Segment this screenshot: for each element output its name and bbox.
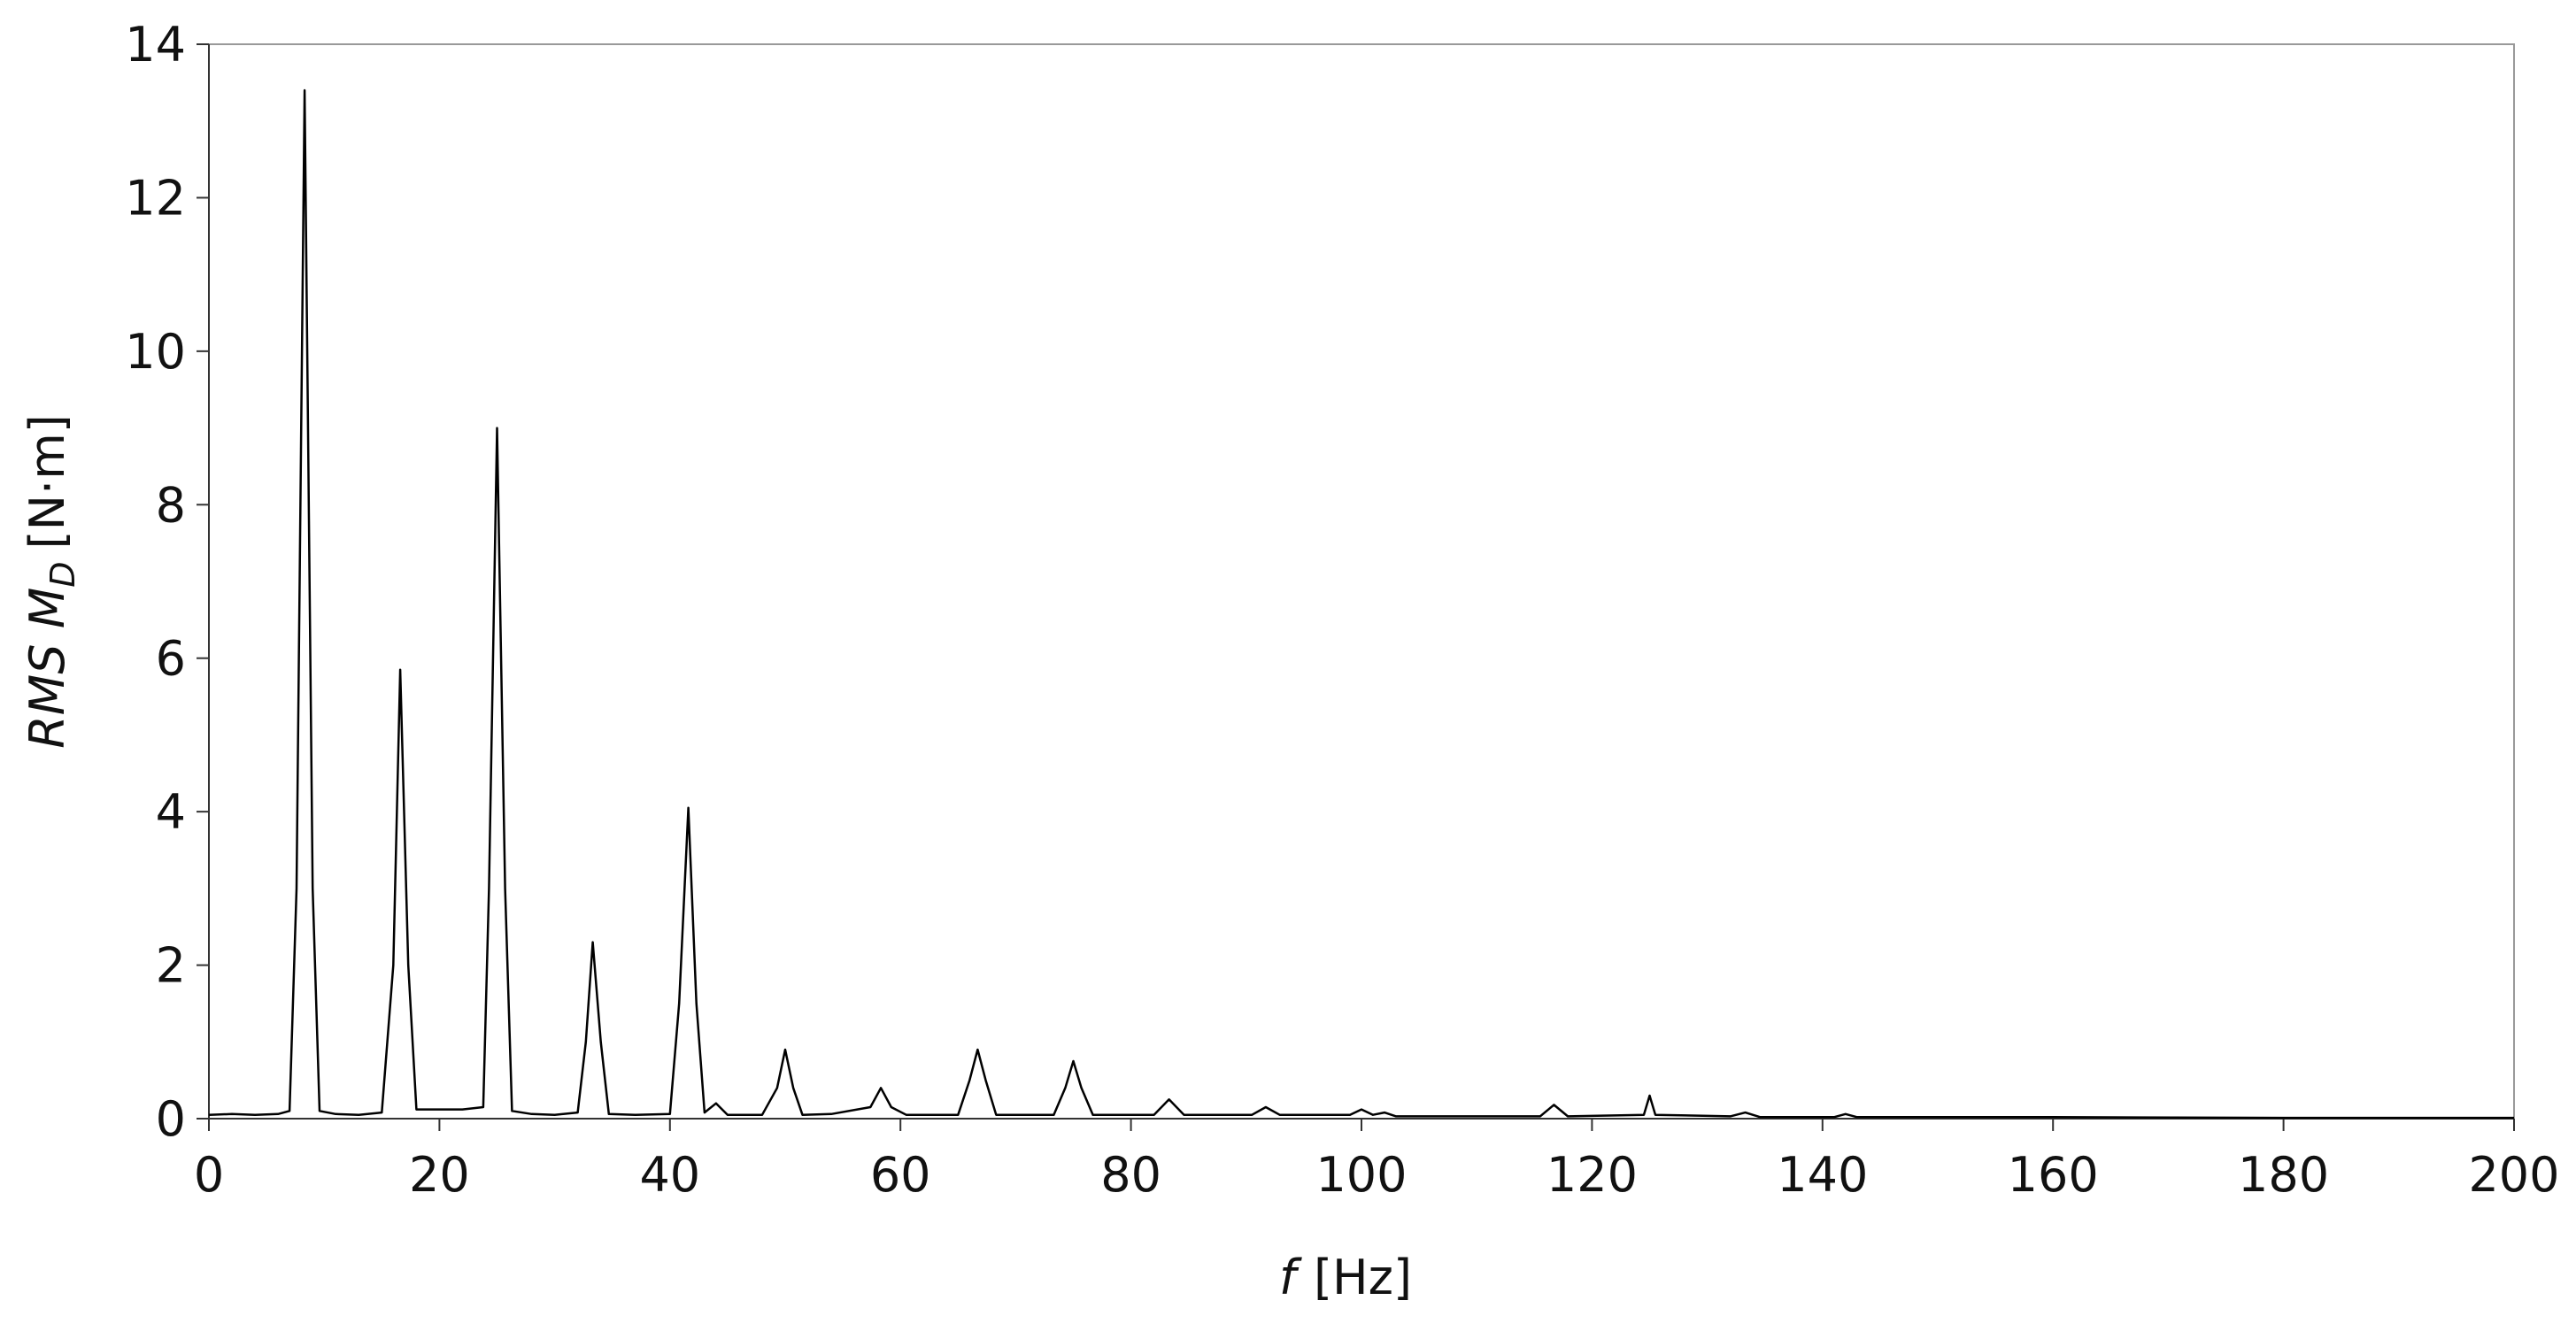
y-tick-label: 14 xyxy=(125,17,186,73)
x-tick-label: 60 xyxy=(870,1147,931,1203)
x-tick-label: 80 xyxy=(1100,1147,1161,1203)
x-axis-label: f [Hz] xyxy=(1279,1250,1412,1305)
y-tick-label: 2 xyxy=(156,938,186,994)
y-axis-label: RMS MD [N·m] xyxy=(19,414,82,749)
x-label-symbol: f xyxy=(1279,1250,1302,1305)
plot-frame xyxy=(208,43,2515,1120)
x-tick-label: 120 xyxy=(1546,1147,1638,1203)
y-tick-label: 6 xyxy=(156,631,186,687)
x-tick-label: 180 xyxy=(2238,1147,2329,1203)
x-tick-label: 160 xyxy=(2008,1147,2099,1203)
x-tick-label: 40 xyxy=(639,1147,700,1203)
y-tick-label: 8 xyxy=(156,477,186,533)
x-tick-label: 100 xyxy=(1315,1147,1407,1203)
y-label-sub: D xyxy=(43,561,82,587)
x-tick-label: 140 xyxy=(1777,1147,1868,1203)
x-tick-label: 20 xyxy=(409,1147,470,1203)
y-label-main: RMS M xyxy=(19,588,75,749)
y-tick-label: 4 xyxy=(156,784,186,840)
spectrum-line xyxy=(208,88,2514,1120)
y-tick-label: 12 xyxy=(125,170,186,226)
y-tick-label: 0 xyxy=(156,1091,186,1147)
y-tick-label: 10 xyxy=(125,324,186,380)
x-label-unit: [Hz] xyxy=(1314,1250,1412,1305)
x-tick-label: 0 xyxy=(194,1147,224,1203)
y-label-unit: [N·m] xyxy=(19,414,75,549)
x-tick-label: 200 xyxy=(2468,1147,2559,1203)
